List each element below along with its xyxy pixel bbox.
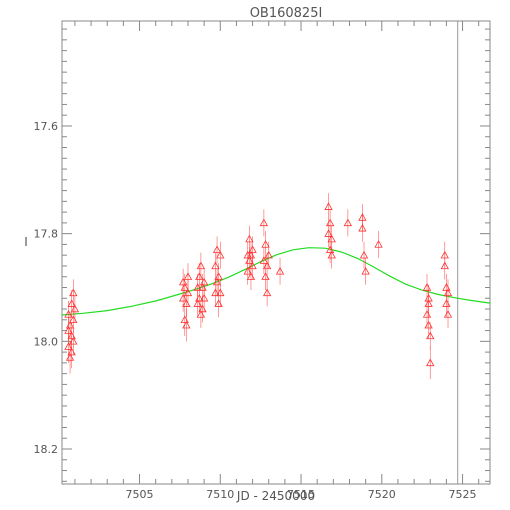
data-point: [178, 284, 188, 312]
triangle-marker: [180, 283, 189, 291]
data-point: [358, 214, 367, 242]
triangle-marker: [216, 288, 225, 297]
x-tick-label: 7505: [126, 488, 154, 501]
data-point: [182, 309, 191, 342]
data-point: [198, 295, 207, 323]
y-tick-label: 18.0: [34, 335, 59, 348]
data-point: [214, 290, 223, 318]
triangle-marker: [182, 320, 191, 329]
triangle-marker: [361, 267, 370, 275]
data-point: [325, 209, 335, 237]
triangle-marker: [426, 331, 435, 340]
triangle-marker: [374, 240, 383, 248]
triangle-marker: [275, 267, 285, 275]
y-tick-label: 17.6: [34, 120, 59, 133]
triangle-marker: [443, 288, 453, 297]
data-point: [69, 279, 78, 307]
data-point: [327, 225, 336, 253]
y-tick-label: 17.8: [34, 228, 59, 241]
data-point: [180, 303, 189, 336]
data-point: [259, 209, 269, 237]
triangle-marker: [324, 202, 333, 210]
triangle-marker: [195, 293, 204, 302]
x-axis-label: JD - 2450000: [236, 489, 315, 503]
triangle-marker: [212, 245, 222, 254]
triangle-marker: [245, 234, 254, 243]
y-axis-label: I: [24, 235, 28, 249]
triangle-marker: [69, 337, 78, 345]
data-point: [70, 295, 80, 323]
axis-tick-labels: 7505 7510 7515 7520 7525 17.6 17.8 18.0 18.2: [34, 120, 477, 501]
observation-points: [64, 193, 453, 380]
triangle-marker: [199, 293, 209, 302]
data-point: [248, 236, 257, 264]
x-tick-label: 7520: [368, 488, 396, 501]
triangle-marker: [211, 261, 220, 270]
triangle-marker: [424, 293, 433, 302]
data-point: [199, 284, 209, 312]
data-point: [359, 241, 369, 269]
triangle-marker: [259, 256, 269, 264]
triangle-marker: [248, 261, 257, 270]
triangle-marker: [327, 250, 336, 259]
triangle-marker: [248, 245, 257, 254]
data-point: [324, 193, 333, 221]
data-point: [259, 247, 269, 275]
triangle-marker: [343, 218, 353, 227]
data-point: [64, 330, 73, 363]
triangle-marker: [261, 240, 270, 248]
data-point: [424, 284, 433, 312]
data-point: [262, 279, 272, 307]
model-line: [61, 247, 491, 316]
model-curve: [61, 247, 491, 316]
data-point: [69, 327, 78, 355]
data-point: [214, 263, 223, 291]
axis-ticks: [62, 21, 490, 484]
triangle-marker: [216, 250, 225, 259]
data-point: [264, 241, 273, 269]
triangle-marker: [70, 304, 80, 313]
data-point: [243, 257, 252, 285]
chart-title: OB160825I: [250, 6, 323, 21]
data-point: [374, 230, 383, 258]
triangle-marker: [264, 250, 273, 259]
data-point: [196, 252, 206, 280]
triangle-marker: [327, 234, 336, 243]
data-point: [324, 220, 333, 248]
data-point: [261, 230, 270, 258]
triangle-marker: [358, 223, 367, 232]
data-point: [211, 252, 220, 280]
data-point: [275, 257, 285, 285]
data-point: [216, 241, 225, 269]
triangle-marker: [443, 310, 453, 318]
triangle-marker: [325, 218, 335, 227]
data-point: [216, 279, 225, 307]
y-tick-label: 18.2: [34, 443, 59, 456]
triangle-marker: [69, 288, 78, 297]
data-point: [343, 209, 353, 237]
triangle-marker: [214, 272, 223, 280]
data-point: [426, 346, 435, 380]
data-point: [361, 257, 370, 285]
data-point: [426, 322, 435, 350]
data-point: [65, 341, 75, 374]
triangle-marker: [259, 218, 269, 227]
data-point: [261, 263, 270, 291]
data-point: [196, 300, 206, 328]
x-tick-label: 7510: [206, 488, 234, 501]
data-point: [183, 279, 193, 307]
data-point: [443, 300, 453, 328]
triangle-marker: [262, 288, 272, 297]
x-tick-label: 7525: [449, 488, 477, 501]
triangle-marker: [426, 358, 435, 367]
data-point: [212, 236, 222, 264]
x-tick-label: 7515: [287, 488, 315, 501]
triangle-marker: [359, 250, 369, 259]
data-point: [440, 252, 449, 280]
triangle-marker: [183, 288, 193, 297]
triangle-marker: [196, 261, 206, 270]
plot-frame: [61, 20, 491, 485]
triangle-marker: [440, 261, 449, 270]
